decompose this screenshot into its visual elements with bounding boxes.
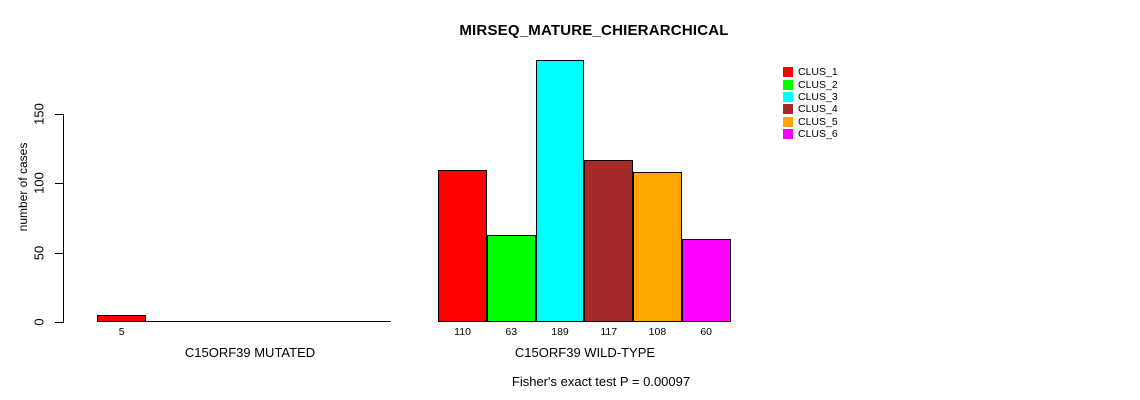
x-category-label: C15ORF39 MUTATED	[184, 345, 316, 360]
bar-clus_4	[584, 159, 634, 322]
y-tick-mark	[55, 322, 63, 323]
legend-swatch-clus_2	[783, 79, 793, 90]
legend-label: CLUS_4	[798, 103, 838, 116]
y-tick-mark	[55, 252, 63, 254]
bar-value-label: 117	[600, 326, 618, 338]
y-tick-mark	[55, 183, 63, 185]
bar-value-label: 110	[454, 326, 471, 338]
y-tick-mark	[55, 114, 63, 116]
zero-bar-clus_4	[243, 321, 294, 322]
zero-bar-clus_5	[292, 321, 342, 322]
legend-label: CLUS_2	[798, 78, 838, 91]
x-category-label: C15ORF39 WILD-TYPE	[514, 345, 656, 360]
zero-bar-clus_2	[146, 321, 196, 322]
legend-label: CLUS_6	[798, 128, 838, 141]
zero-bar-clus_6	[340, 321, 391, 322]
legend-swatch-clus_3	[783, 91, 793, 102]
bar-clus_5	[633, 172, 682, 322]
y-tick-label: 150	[31, 103, 47, 125]
legend-label: CLUS_3	[798, 90, 838, 103]
bar-clus_6	[681, 238, 731, 322]
bar-clus_1	[438, 169, 487, 322]
y-axis-label: number of cases	[16, 142, 30, 232]
zero-bar-clus_3	[194, 321, 245, 322]
legend: CLUS_1 CLUS_2 CLUS_3 CLUS_4 CLUS_5 CLUS_6	[783, 66, 838, 140]
legend-row: CLUS_1	[783, 66, 838, 78]
legend-row: CLUS_5	[783, 116, 838, 128]
legend-swatch-clus_5	[783, 116, 793, 127]
legend-label: CLUS_1	[798, 66, 838, 79]
bar-value-label: 108	[648, 326, 667, 338]
legend-row: CLUS_4	[783, 103, 838, 115]
bar-value-label: 60	[700, 326, 712, 338]
bar-clus_1	[97, 315, 147, 322]
bar-clus_2	[486, 234, 536, 322]
legend-label: CLUS_5	[798, 115, 838, 128]
y-axis-line	[63, 114, 64, 323]
bar-clus_3	[535, 60, 585, 322]
legend-swatch-clus_6	[783, 129, 793, 140]
legend-row: CLUS_3	[783, 91, 838, 103]
y-tick-label: 50	[31, 245, 47, 260]
legend-row: CLUS_6	[783, 128, 838, 140]
bar-value-label: 63	[505, 326, 518, 338]
bar-value-label: 189	[551, 326, 569, 338]
y-tick-label: 0	[31, 318, 47, 326]
y-tick-label: 100	[31, 172, 47, 195]
legend-swatch-clus_1	[783, 67, 793, 78]
bar-value-label: 5	[118, 326, 125, 338]
legend-swatch-clus_4	[783, 104, 793, 115]
chart-title: MIRSEQ_MATURE_CHIERARCHICAL	[459, 22, 729, 39]
legend-row: CLUS_2	[783, 78, 838, 90]
chart-subtitle: Fisher's exact test P = 0.00097	[511, 374, 691, 389]
